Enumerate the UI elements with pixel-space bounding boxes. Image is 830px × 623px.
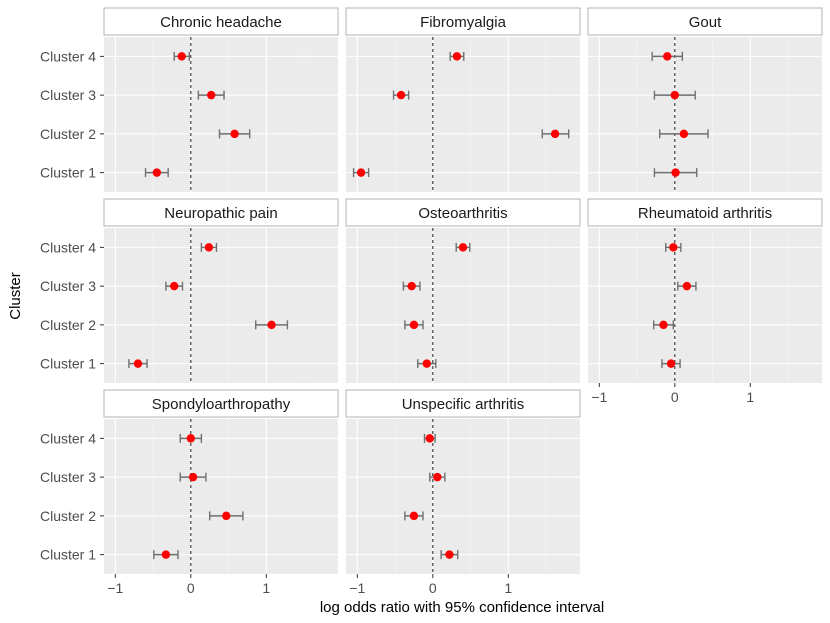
panel-background-spondyloarthropathy — [104, 419, 338, 574]
x-tick-label: 0 — [187, 580, 195, 596]
y-tick-label: Cluster 2 — [40, 508, 96, 524]
point-spondyloarthropathy-cluster-4 — [186, 434, 196, 443]
point-fibromyalgia-cluster-3 — [396, 90, 406, 100]
panel-rheumatoid-arthritis: Rheumatoid arthritis — [587, 198, 823, 383]
point-unspecific-arthritis-cluster-3 — [433, 472, 442, 482]
panel-background-chronic-headache — [104, 37, 338, 192]
y-tick-label: Cluster 2 — [40, 126, 96, 142]
y-tick-label: Cluster 1 — [40, 356, 96, 372]
x-tick-label: 1 — [746, 389, 754, 405]
panel-unspecific-arthritis: Unspecific arthritis — [345, 389, 581, 574]
point-spondyloarthropathy-cluster-3 — [188, 472, 198, 482]
panel-background-fibromyalgia — [346, 37, 580, 192]
y-tick-label: Cluster 1 — [40, 547, 96, 563]
panel-background-rheumatoid-arthritis — [588, 228, 822, 383]
panel-background-neuropathic-pain — [104, 228, 338, 383]
panel-background-gout — [588, 37, 822, 192]
strip-label-osteoarthritis: Osteoarthritis — [418, 205, 507, 222]
point-unspecific-arthritis-cluster-2 — [409, 511, 419, 521]
point-neuropathic-pain-cluster-4 — [204, 243, 214, 252]
point-gout-cluster-2 — [679, 129, 689, 139]
strip-unspecific-arthritis — [345, 389, 581, 418]
point-chronic-headache-cluster-1 — [152, 168, 162, 177]
point-spondyloarthropathy-cluster-1 — [161, 550, 171, 559]
strip-chronic-headache — [103, 7, 339, 36]
point-unspecific-arthritis-cluster-1 — [445, 550, 454, 559]
strip-label-gout: Gout — [689, 14, 722, 31]
point-unspecific-arthritis-cluster-4 — [425, 434, 434, 443]
panel-spondyloarthropathy: Spondyloarthropathy — [103, 389, 339, 574]
y-tick-label: Cluster 3 — [40, 87, 96, 103]
strip-label-neuropathic-pain: Neuropathic pain — [164, 205, 277, 222]
x-tick-label: −1 — [107, 580, 123, 596]
point-osteoarthritis-cluster-2 — [409, 320, 419, 330]
strip-rheumatoid-arthritis — [587, 198, 823, 227]
strip-gout — [587, 7, 823, 36]
x-tick-label: 1 — [262, 580, 270, 596]
point-osteoarthritis-cluster-3 — [407, 281, 416, 291]
panel-osteoarthritis: Osteoarthritis — [345, 198, 581, 383]
strip-label-chronic-headache: Chronic headache — [160, 14, 282, 31]
point-osteoarthritis-cluster-1 — [422, 359, 431, 368]
point-chronic-headache-cluster-2 — [230, 129, 239, 139]
point-rheumatoid-arthritis-cluster-4 — [669, 243, 678, 252]
point-gout-cluster-1 — [671, 168, 680, 177]
y-tick-label: Cluster 1 — [40, 165, 96, 181]
panel-gout: Gout — [587, 7, 823, 192]
panel-fibromyalgia: Fibromyalgia — [345, 7, 581, 192]
point-neuropathic-pain-cluster-1 — [133, 359, 143, 368]
panel-neuropathic-pain: Neuropathic pain — [103, 198, 339, 383]
point-rheumatoid-arthritis-cluster-1 — [666, 359, 676, 368]
y-tick-label: Cluster 4 — [40, 239, 96, 255]
facet-panels: Chronic headache Fibromyalgia Gout Neuropat… — [103, 7, 823, 574]
x-axis-title: log odds ratio with 95% confidence inter… — [320, 599, 604, 616]
y-tick-label: Cluster 4 — [40, 430, 96, 446]
strip-label-spondyloarthropathy: Spondyloarthropathy — [152, 396, 291, 413]
x-tick-label: 0 — [671, 389, 679, 405]
y-axis-title: Cluster — [7, 272, 24, 320]
strip-fibromyalgia — [345, 7, 581, 36]
x-tick-label: 1 — [504, 580, 512, 596]
strip-neuropathic-pain — [103, 198, 339, 227]
point-fibromyalgia-cluster-4 — [452, 52, 462, 61]
x-tick-label: 0 — [429, 580, 437, 596]
point-gout-cluster-3 — [670, 90, 680, 100]
point-chronic-headache-cluster-3 — [206, 90, 216, 100]
point-neuropathic-pain-cluster-3 — [170, 281, 179, 291]
strip-label-rheumatoid-arthritis: Rheumatoid arthritis — [638, 205, 772, 222]
x-tick-label: −1 — [349, 580, 365, 596]
point-neuropathic-pain-cluster-2 — [267, 320, 276, 330]
panel-background-unspecific-arthritis — [346, 419, 580, 574]
panel-chronic-headache: Chronic headache — [103, 7, 339, 192]
point-chronic-headache-cluster-4 — [177, 52, 186, 61]
y-tick-label: Cluster 3 — [40, 469, 96, 485]
point-gout-cluster-4 — [663, 52, 672, 61]
y-tick-label: Cluster 3 — [40, 278, 96, 294]
strip-label-fibromyalgia: Fibromyalgia — [420, 14, 507, 31]
point-fibromyalgia-cluster-1 — [356, 168, 366, 177]
y-tick-label: Cluster 2 — [40, 317, 96, 333]
axes: Cluster 1 Cluster 2 Cluster 3 Cluster 4 Clus… — [40, 48, 754, 596]
panel-background-osteoarthritis — [346, 228, 580, 383]
y-tick-label: Cluster 4 — [40, 48, 96, 64]
point-osteoarthritis-cluster-4 — [458, 243, 468, 252]
point-rheumatoid-arthritis-cluster-2 — [659, 320, 668, 330]
strip-spondyloarthropathy — [103, 389, 339, 418]
strip-osteoarthritis — [345, 198, 581, 227]
point-spondyloarthropathy-cluster-2 — [222, 511, 231, 521]
point-rheumatoid-arthritis-cluster-3 — [682, 281, 692, 291]
point-fibromyalgia-cluster-2 — [550, 129, 560, 139]
x-tick-label: −1 — [591, 389, 607, 405]
strip-label-unspecific-arthritis: Unspecific arthritis — [402, 396, 525, 413]
